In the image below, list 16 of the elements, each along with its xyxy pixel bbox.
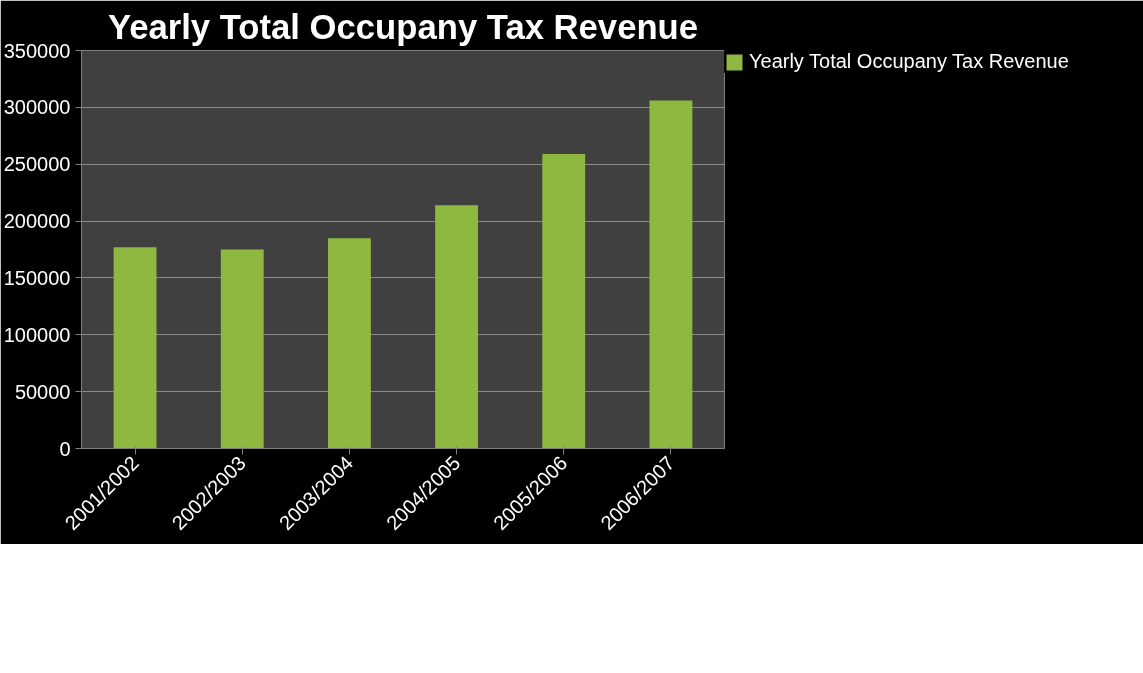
y-tick-label: 350000 (3, 39, 71, 62)
bar (327, 238, 371, 449)
bar (542, 153, 586, 449)
bar (435, 205, 479, 449)
y-tick-label: 100000 (3, 323, 71, 346)
y-tick-label: 50000 (14, 380, 71, 403)
y-tick-label: 0 (59, 437, 71, 460)
y-tick-label: 150000 (3, 266, 71, 289)
y-tick-label: 300000 (3, 96, 71, 119)
bar (113, 247, 157, 449)
chart-title: Yearly Total Occupany Tax Revenue (107, 7, 699, 46)
legend-label: Yearly Total Occupany Tax Revenue (749, 50, 1069, 73)
y-tick-label: 250000 (3, 153, 71, 176)
bar (649, 100, 693, 449)
y-tick-label: 200000 (3, 210, 71, 233)
bar (220, 249, 264, 449)
